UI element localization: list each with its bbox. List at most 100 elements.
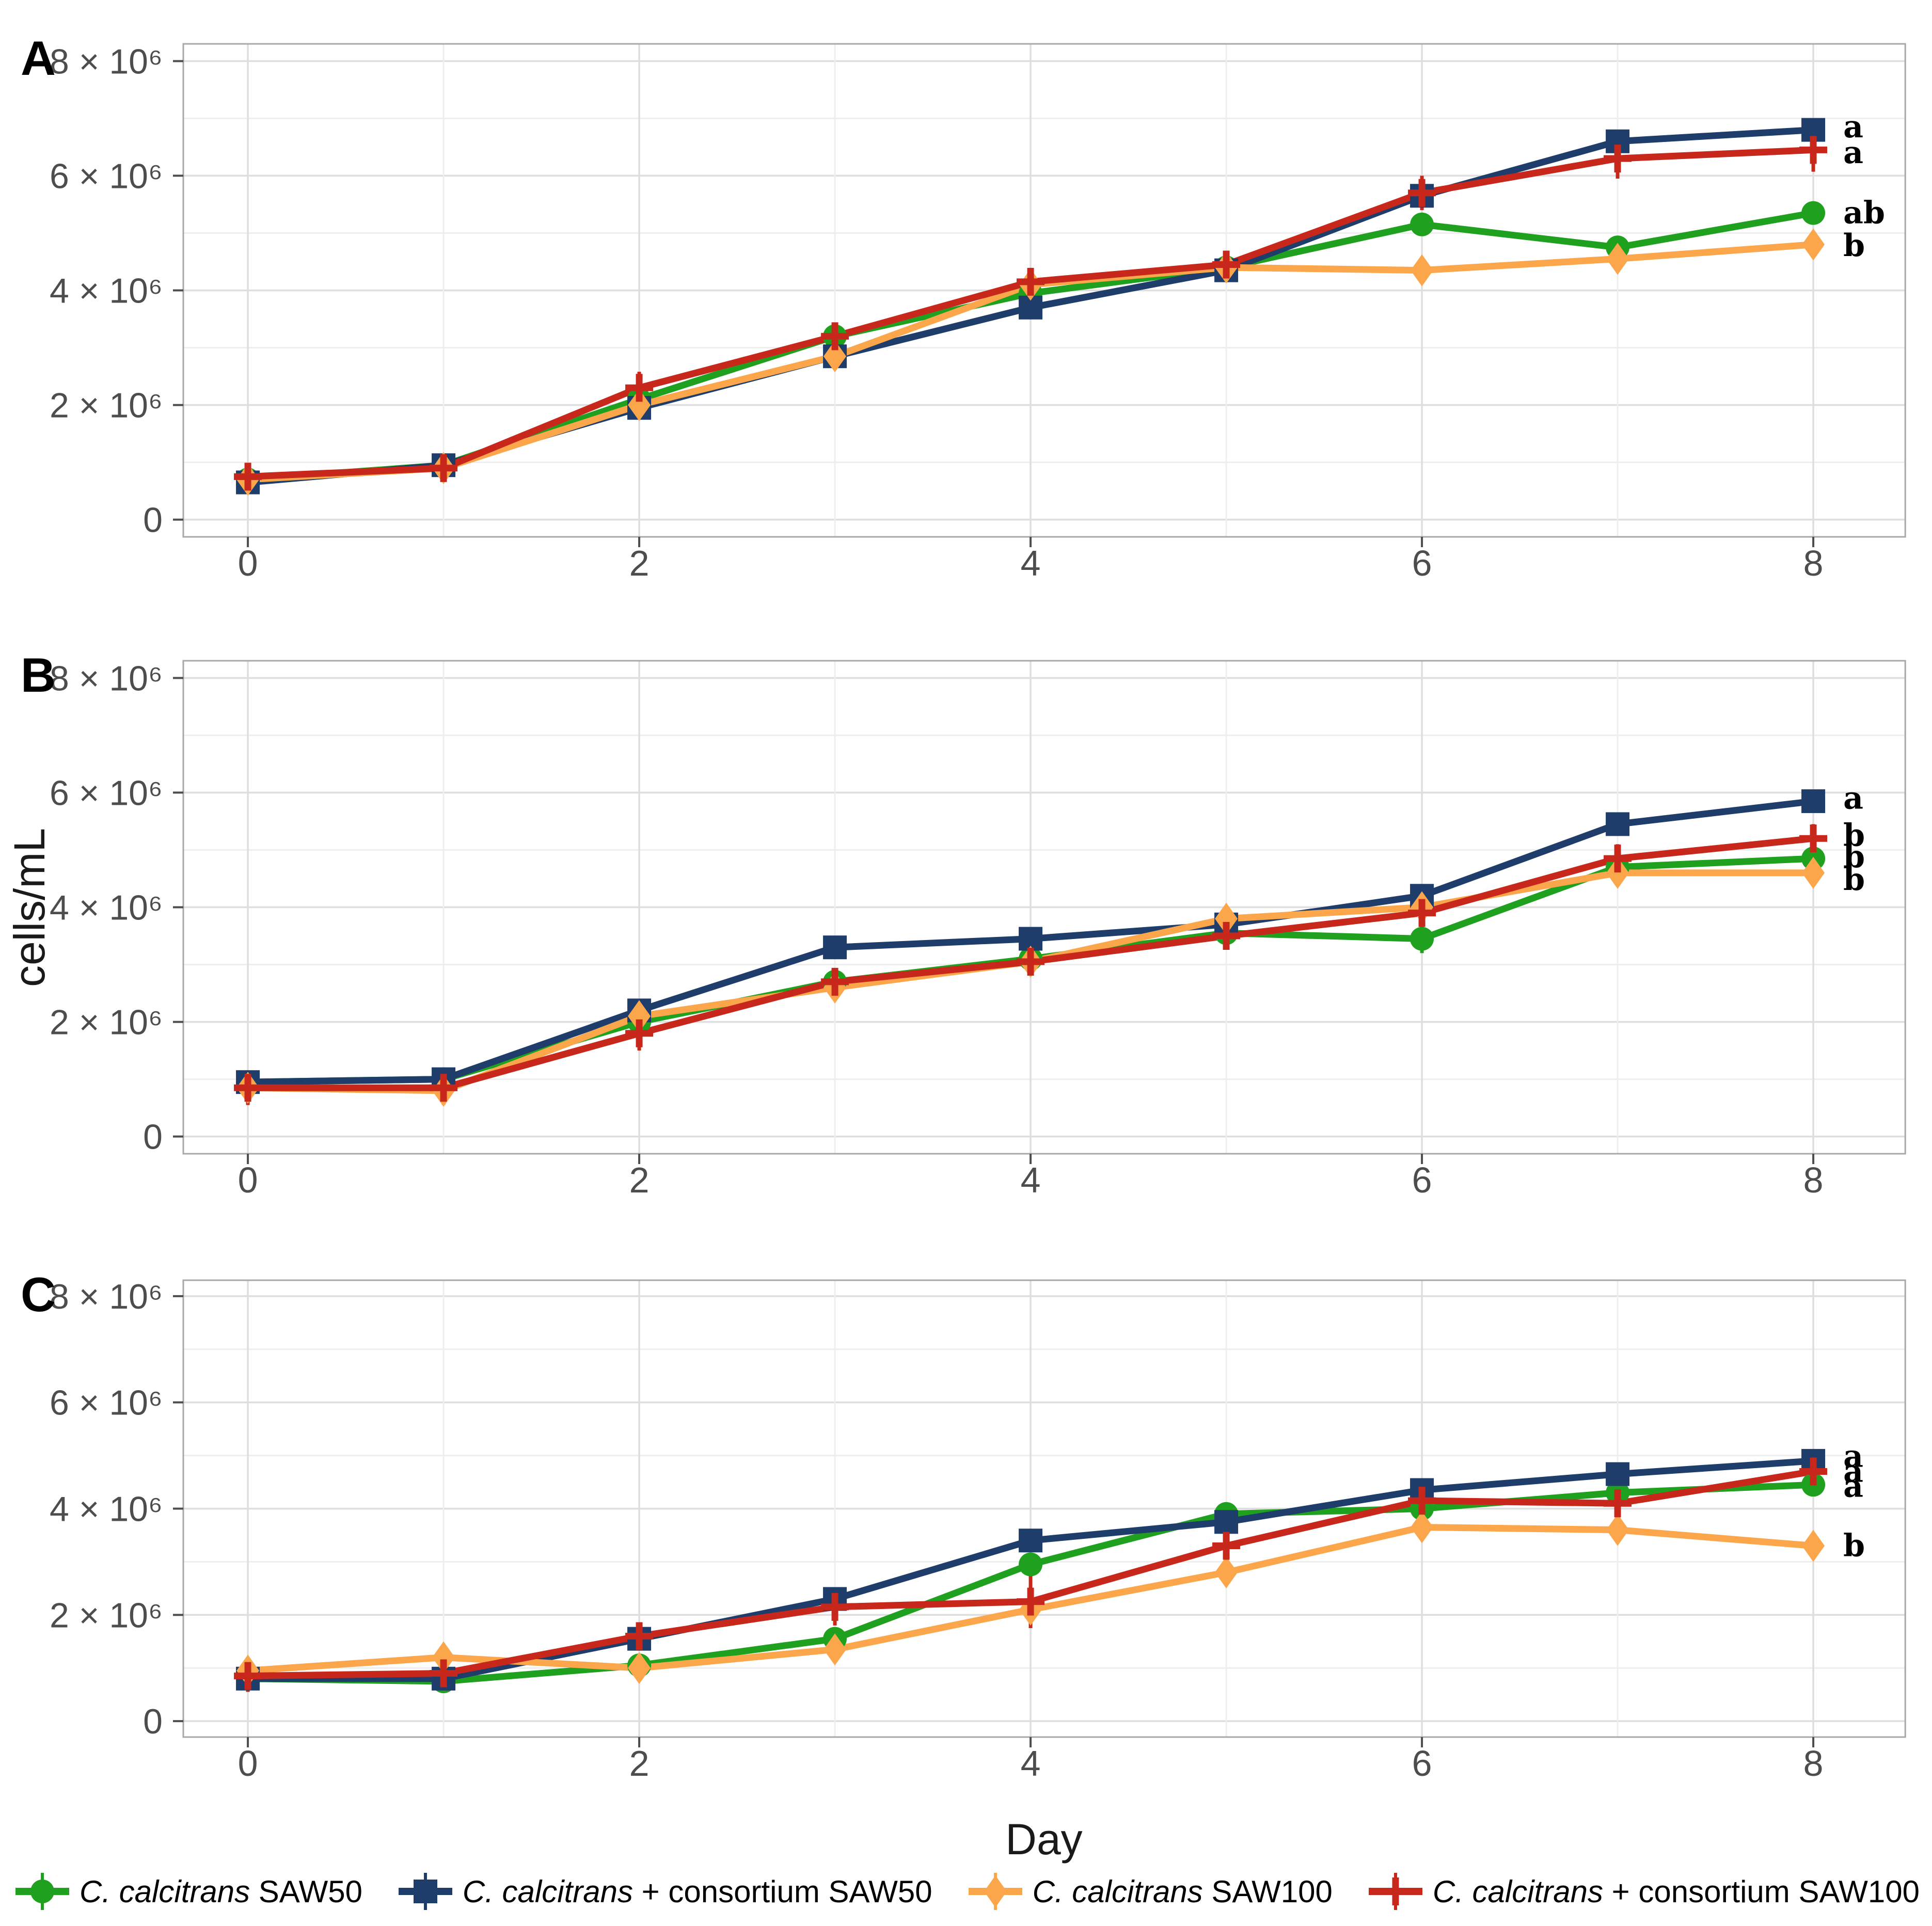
y-tick-label: 8 × 10⁶ xyxy=(50,659,163,698)
x-tick-label: 6 xyxy=(1412,1160,1432,1200)
data-point-marker xyxy=(234,1074,262,1102)
data-point-marker xyxy=(430,1074,458,1102)
legend-label: C. calcitrans SAW50 xyxy=(80,1874,362,1909)
legend-item: C. calcitrans + consortium SAW100 xyxy=(1366,1868,1920,1915)
y-tick-label: 8 × 10⁶ xyxy=(50,42,163,81)
significance-letter: a xyxy=(1843,1439,1863,1475)
data-point-marker xyxy=(823,935,847,960)
data-point-marker xyxy=(1802,1530,1825,1562)
data-point-marker xyxy=(30,1880,54,1903)
data-point-marker xyxy=(1214,1510,1239,1534)
data-point-marker xyxy=(1801,789,1826,814)
panel-letter-C: C xyxy=(21,1267,56,1322)
significance-letter: b xyxy=(1843,818,1865,854)
data-point-marker xyxy=(628,1000,651,1032)
data-point-marker xyxy=(1215,902,1238,935)
data-point-marker xyxy=(1019,1529,1043,1553)
y-tick-label: 2 × 10⁶ xyxy=(50,1003,163,1042)
data-point-marker xyxy=(1017,947,1045,976)
panel-letter-A: A xyxy=(21,31,56,85)
x-tick-label: 0 xyxy=(238,1743,258,1784)
data-point-marker xyxy=(824,1633,847,1666)
significance-letter: b xyxy=(1843,228,1865,264)
data-point-marker xyxy=(1212,922,1241,950)
data-point-marker xyxy=(1410,212,1434,236)
y-tick-label: 0 xyxy=(143,1702,163,1741)
data-point-marker xyxy=(1410,927,1434,951)
legend-label-species: C. calcitrans xyxy=(1032,1874,1203,1909)
significance-letter: a xyxy=(1843,109,1863,145)
data-point-marker xyxy=(1408,899,1436,927)
data-point-marker xyxy=(1408,1487,1436,1515)
series-markers xyxy=(234,136,1828,491)
legend-label: C. calcitrans + consortium SAW50 xyxy=(463,1874,932,1909)
legend-item: C. calcitrans + consortium SAW50 xyxy=(395,1868,932,1915)
data-point-marker xyxy=(1017,267,1045,296)
y-tick-label: 6 × 10⁶ xyxy=(50,156,163,196)
data-point-marker xyxy=(821,1593,849,1621)
significance-letter: ab xyxy=(1843,195,1885,231)
x-tick-label: 2 xyxy=(629,1160,650,1200)
data-point-marker xyxy=(1381,1877,1410,1905)
data-point-marker xyxy=(234,463,262,491)
x-tick-label: 6 xyxy=(1412,1743,1432,1784)
legend-label-species: C. calcitrans xyxy=(1432,1874,1603,1909)
x-tick-label: 4 xyxy=(1021,1743,1041,1784)
data-point-marker xyxy=(1606,856,1629,889)
data-point-marker xyxy=(413,1880,437,1903)
data-point-marker xyxy=(1017,1587,1045,1616)
legend-label: C. calcitrans SAW100 xyxy=(1033,1874,1333,1909)
y-tick-label: 2 × 10⁶ xyxy=(50,1596,163,1635)
legend-item: C. calcitrans SAW50 xyxy=(12,1868,362,1915)
significance-letter: b xyxy=(1843,839,1865,875)
data-point-marker xyxy=(1606,812,1630,836)
x-tick-label: 2 xyxy=(629,543,650,583)
legend-label-species: C. calcitrans xyxy=(462,1874,633,1909)
data-point-marker xyxy=(1801,201,1826,225)
data-point-marker xyxy=(625,1622,654,1650)
x-tick-label: 2 xyxy=(629,1743,650,1784)
x-tick-label: 0 xyxy=(238,1160,258,1200)
legend-label-treatment: SAW50 xyxy=(250,1874,362,1909)
y-tick-label: 8 × 10⁶ xyxy=(50,1277,163,1316)
legend: C. calcitrans SAW50 C. calcitrans + conso… xyxy=(0,1868,1932,1915)
data-point-marker xyxy=(430,1659,458,1688)
data-point-marker xyxy=(625,1019,654,1047)
significance-letter: b xyxy=(1843,1528,1865,1564)
data-point-marker xyxy=(628,1652,651,1684)
legend-item: C. calcitrans SAW100 xyxy=(965,1868,1333,1915)
y-tick-label: 0 xyxy=(143,1118,163,1157)
data-point-marker xyxy=(1604,845,1632,873)
data-point-marker xyxy=(1604,1489,1632,1518)
legend-label-species: C. calcitrans xyxy=(80,1874,250,1909)
y-tick-label: 6 × 10⁶ xyxy=(50,773,163,813)
data-point-marker xyxy=(1606,1462,1630,1486)
x-tick-label: 6 xyxy=(1412,543,1432,583)
circle-legend-key-icon xyxy=(15,1873,69,1910)
square-legend-key-icon xyxy=(398,1873,452,1910)
data-point-marker xyxy=(1212,250,1241,279)
data-point-marker xyxy=(1411,254,1434,286)
significance-letter: a xyxy=(1843,135,1863,171)
y-tick-label: 4 × 10⁶ xyxy=(50,1490,163,1529)
significance-letter: a xyxy=(1843,781,1863,817)
panel-letter-B: B xyxy=(21,648,56,702)
data-point-marker xyxy=(1606,1514,1629,1546)
data-point-marker xyxy=(821,967,849,996)
legend-label-treatment: + consortium SAW100 xyxy=(1603,1874,1920,1909)
legend-label: C. calcitrans + consortium SAW100 xyxy=(1433,1874,1920,1909)
data-point-marker xyxy=(984,1875,1007,1907)
data-point-marker xyxy=(1604,145,1632,173)
data-point-marker xyxy=(1802,228,1825,261)
y-tick-label: 4 × 10⁶ xyxy=(50,272,163,311)
y-tick-label: 0 xyxy=(143,501,163,540)
x-tick-label: 0 xyxy=(238,543,258,583)
data-point-marker xyxy=(1799,1457,1828,1486)
data-point-marker xyxy=(430,454,458,482)
series-markers xyxy=(234,1457,1828,1690)
